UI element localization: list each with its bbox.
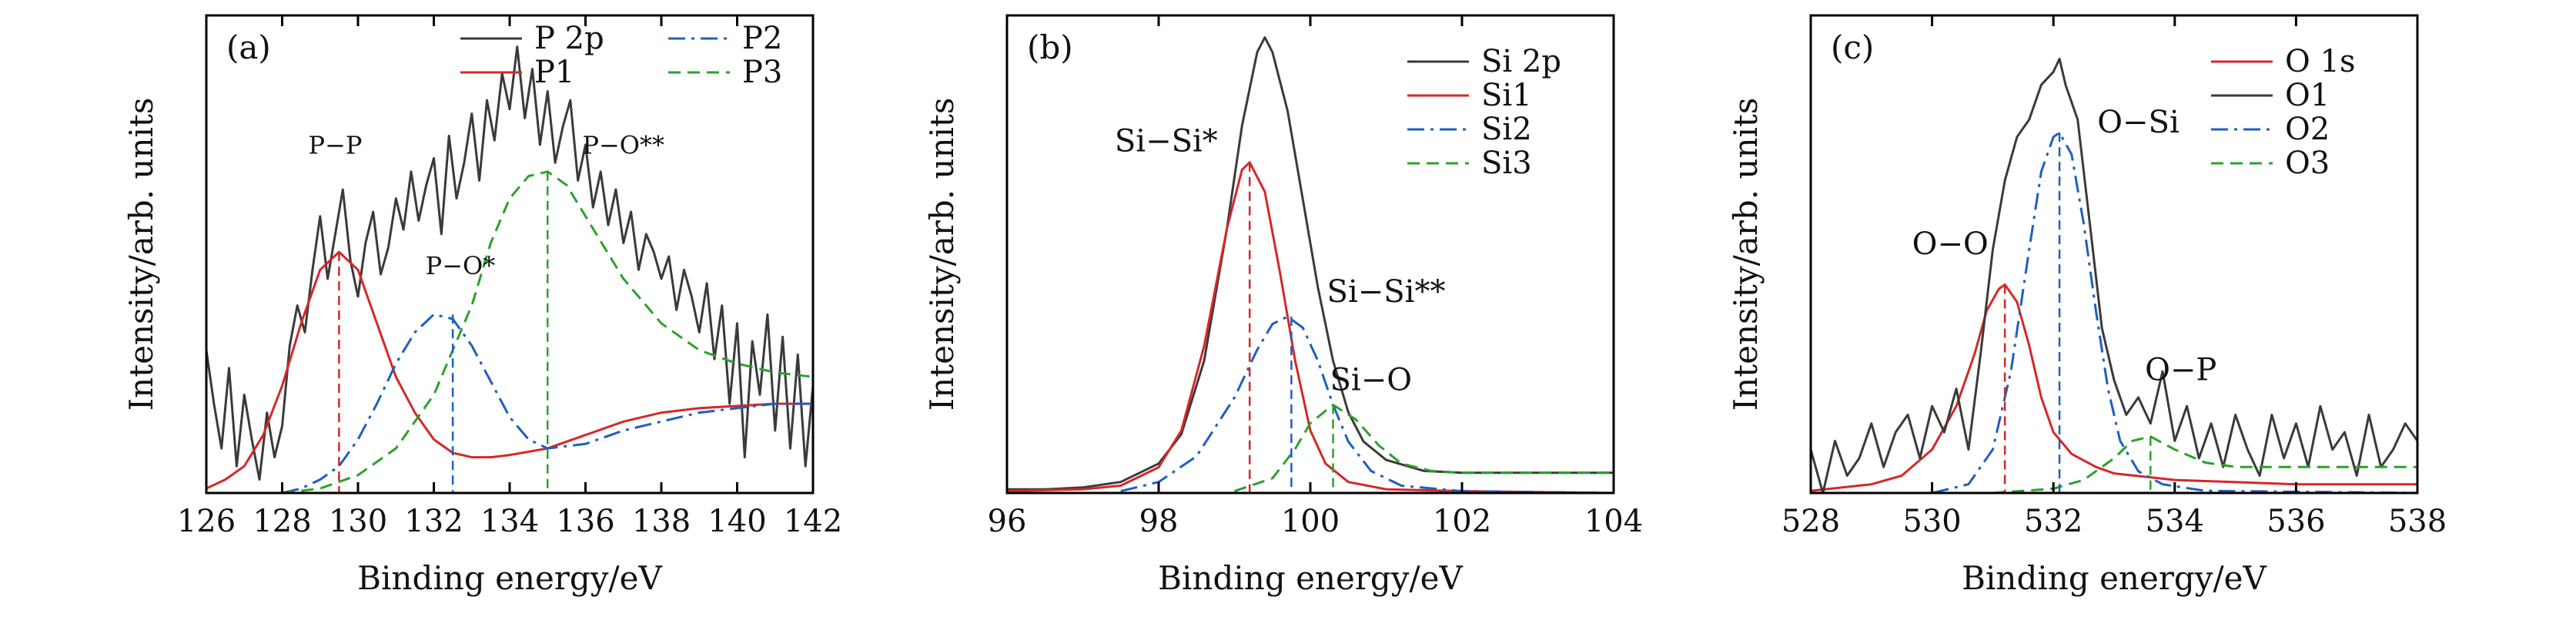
x-tick-label: 532 (2024, 504, 2083, 539)
series-line-si3 (1234, 404, 1614, 493)
x-tick-label: 102 (1433, 504, 1491, 539)
x-tick-label: 142 (784, 504, 842, 539)
x-tick-label: 536 (2267, 504, 2325, 539)
series-line-o2 (1932, 131, 2417, 493)
legend-label: Si2 (1481, 112, 1532, 147)
y-axis-label: Intensity/arb. units (1727, 98, 1765, 411)
legend-label: O2 (2285, 112, 2330, 147)
legend-label: Si3 (1481, 146, 1532, 181)
panel-label: (a) (226, 29, 271, 66)
peak-annotation: Si−O (1330, 362, 1413, 397)
series-line-si2 (1120, 315, 1614, 493)
x-axis-label: Binding energy/eV (1962, 559, 2267, 597)
legend-label: O1 (2285, 78, 2330, 113)
series-line-si-2p (1007, 36, 1614, 491)
x-tick-label: 126 (177, 504, 236, 539)
x-tick-label: 528 (1781, 504, 1840, 539)
series-line-o1 (1811, 57, 2417, 493)
peak-annotation: O−Si (2097, 105, 2180, 140)
peak-annotation: P−O** (582, 131, 664, 160)
peak-annotation: Si−Si* (1115, 123, 1218, 159)
legend-label: Si 2p (1481, 44, 1561, 79)
peak-annotation: Si−Si** (1327, 274, 1446, 310)
x-tick-label: 140 (708, 504, 766, 539)
legend-label: P 2p (534, 21, 604, 56)
y-axis-label: Intensity/arb. units (923, 98, 961, 411)
series-line-p-2p (206, 45, 813, 481)
legend-label: P2 (742, 21, 782, 56)
series-line-o-1s (1811, 283, 2417, 492)
series-group (1811, 57, 2417, 493)
series-line-o3 (1992, 435, 2417, 493)
x-tick-label: 98 (1139, 504, 1179, 539)
x-tick-label: 138 (632, 504, 691, 539)
series-line-p3 (282, 170, 813, 493)
x-tick-label: 136 (556, 504, 614, 539)
series-line-p1 (206, 250, 813, 490)
x-tick-label: 130 (329, 504, 387, 539)
plot-frame (1809, 14, 2419, 495)
x-tick-label: 96 (988, 504, 1027, 539)
x-tick-label: 128 (253, 504, 311, 539)
peak-annotation: P−O* (426, 251, 496, 280)
plot-frame (205, 14, 815, 495)
panel-label: (c) (1831, 29, 1874, 66)
x-tick-label: 530 (1902, 504, 1961, 539)
peak-annotation: O−O (1912, 226, 1989, 262)
chart-panel-1: 126 128 130 132 134 136 138 140 142 Binding energ… (122, 14, 842, 597)
series-group (206, 45, 813, 493)
x-tick-label: 134 (480, 504, 539, 539)
panel-label: (b) (1027, 29, 1073, 66)
x-axis-label: Binding energy/eV (1158, 559, 1463, 597)
chart-panel-2: 96 98 100 102 104 Binding energy/eV Intensity/… (923, 14, 1643, 597)
x-tick-label: 534 (2146, 504, 2204, 539)
legend-label: O 1s (2285, 44, 2355, 79)
series-line-p2 (282, 313, 813, 493)
legend-label: Si1 (1481, 78, 1532, 113)
series-group (1007, 36, 1614, 493)
legend-label: P1 (534, 55, 574, 90)
x-tick-label: 104 (1584, 504, 1643, 539)
y-axis-label: Intensity/arb. units (122, 98, 160, 411)
legend-label: P3 (742, 55, 782, 90)
series-line-si1 (1007, 161, 1614, 493)
legend-label: O3 (2285, 146, 2330, 181)
chart-panel-3: 528 530 532 534 536 538 Binding energy/eV Inten… (1727, 14, 2447, 597)
x-tick-label: 132 (404, 504, 463, 539)
peak-annotation: O−P (2145, 352, 2216, 387)
peak-annotation: P−P (309, 131, 363, 160)
x-axis-label: Binding energy/eV (357, 559, 662, 597)
x-tick-label: 100 (1281, 504, 1340, 539)
x-tick-label: 538 (2388, 504, 2447, 539)
